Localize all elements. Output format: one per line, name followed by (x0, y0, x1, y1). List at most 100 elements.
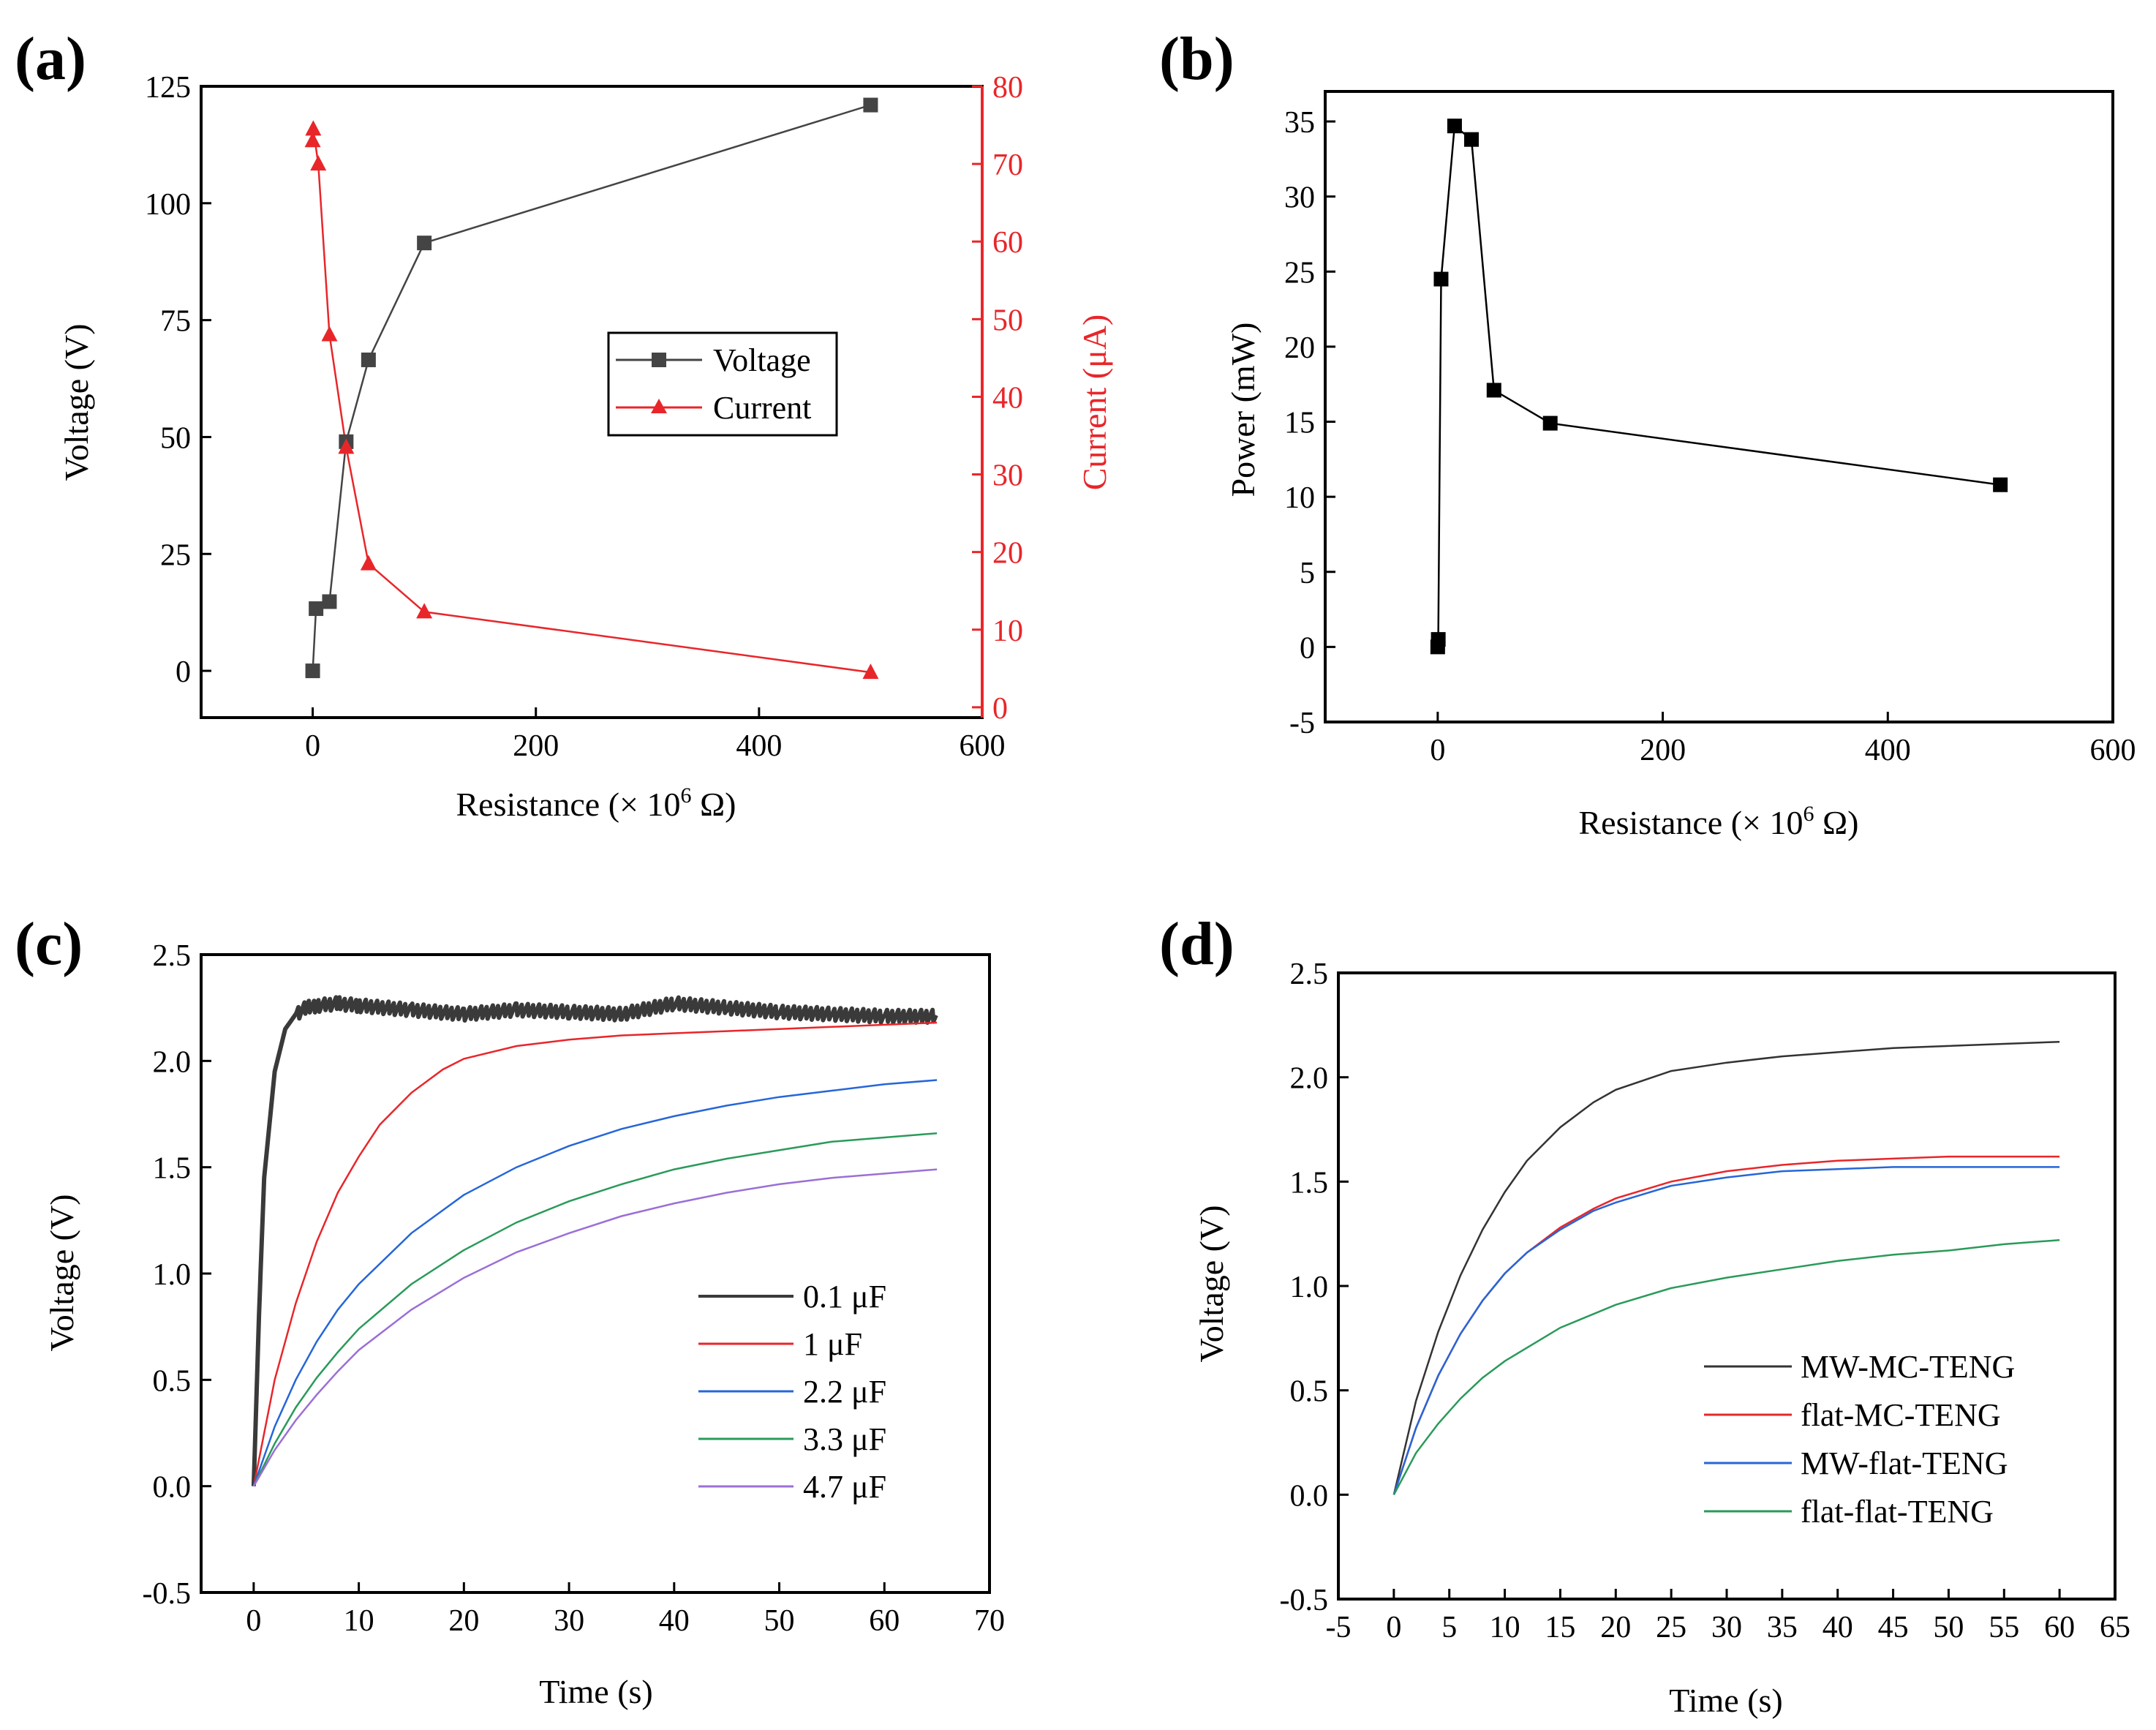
panel-c-x-axis-title: Time (s) (539, 1673, 653, 1710)
panel-a-y2-axis-title: Current (μA) (1076, 315, 1113, 491)
y2-tick-label: 30 (992, 459, 1023, 493)
y-tick-label: 2.5 (1290, 958, 1329, 991)
y-tick-label: 2.5 (153, 939, 192, 973)
y-tick-label: 0.0 (1290, 1479, 1329, 1513)
y2-tick-label: 50 (992, 304, 1023, 337)
y-tick-label: 15 (1284, 407, 1315, 440)
x-tick-label: 200 (1640, 734, 1686, 767)
x-tick-label: 50 (1933, 1611, 1964, 1644)
y-tick-label: 5 (1300, 557, 1315, 590)
x-tick-label: 25 (1656, 1611, 1686, 1644)
panel-b-series (1430, 119, 2008, 655)
power-point (1486, 383, 1501, 398)
legend-label-0.1uF: 0.1 μF (803, 1279, 886, 1315)
power-point (1464, 132, 1480, 147)
panel-c-axes: 0 10 20 30 40 50 60 70 -0.5 0.0 0.5 1.0 1.5 2.0 2.5 (143, 939, 1006, 1638)
x-tick-label: 60 (869, 1604, 900, 1638)
series-mw-flat-teng-line (1392, 1166, 2060, 1495)
y2-tick-label: 40 (992, 381, 1023, 415)
legend-label-4.7uF: 4.7 μF (803, 1469, 886, 1505)
x-tick-label: 0 (1430, 734, 1445, 767)
legend-label-voltage: Voltage (713, 342, 811, 378)
series-3-3-f-line (252, 1132, 938, 1487)
y-tick-label: 25 (160, 538, 191, 572)
y-tick-label: 1.0 (1290, 1271, 1329, 1304)
panel-c-legend: 0.1 μF 1 μF 2.2 μF 3.3 μF 4.7 μF (698, 1279, 886, 1505)
x-tick-label: 55 (1989, 1611, 2019, 1644)
x-tick-label: 30 (554, 1604, 584, 1638)
x-tick-label: 20 (1600, 1611, 1631, 1644)
panel-a-label: (a) (15, 25, 86, 93)
legend-marker-current (651, 399, 667, 413)
panel-b-y-axis-title: Power (mW) (1224, 323, 1262, 497)
panel-d-x-axis-title: Time (s) (1669, 1682, 1783, 1719)
x-tick-label: 400 (1865, 734, 1911, 767)
y2-tick-label: 80 (992, 71, 1023, 105)
voltage-point (361, 352, 376, 367)
panel-c-label: (c) (15, 910, 83, 978)
panel-c-capacitor-charging-chart: (c) 0 10 20 30 40 50 60 70 -0.5 0.0 0.5 1.0 1.5 2.0 2.… (15, 910, 1005, 1710)
y2-tick-label: 70 (992, 148, 1023, 182)
y-tick-label: 0.5 (1290, 1375, 1329, 1409)
x-tick-label: -5 (1326, 1611, 1352, 1644)
power-series-line (1436, 124, 2001, 647)
panel-a-legend-box (607, 331, 838, 437)
x-tick-label: 15 (1545, 1611, 1575, 1644)
x-tick-label: 600 (2090, 734, 2136, 767)
x-tick-label: 600 (960, 729, 1006, 763)
panel-b-label: (b) (1159, 25, 1235, 93)
voltage-point (309, 601, 324, 617)
panel-d-legend: MW-MC-TENG flat-MC-TENG MW-flat-TENG fla… (1704, 1349, 2015, 1530)
x-tick-label: 65 (2100, 1611, 2130, 1644)
power-point (1433, 271, 1449, 287)
current-point (862, 663, 879, 680)
y-tick-label: 1.5 (1290, 1166, 1329, 1200)
x-tick-label: 10 (1490, 1611, 1520, 1644)
panel-d-series (1392, 1040, 2060, 1495)
current-point (310, 155, 327, 171)
voltage-point (305, 663, 320, 679)
y-tick-label: 2.0 (1290, 1062, 1329, 1096)
x-tick-label: 0 (246, 1604, 261, 1638)
x-tick-label: 40 (1823, 1611, 1853, 1644)
legend-label-3.3uF: 3.3 μF (803, 1421, 886, 1457)
voltage-point (417, 236, 432, 251)
y-tick-label: 0 (176, 655, 191, 689)
y-tick-label: 0 (1300, 631, 1315, 665)
y-tick-label: 0.0 (153, 1471, 192, 1505)
y-tick-label: 2.0 (153, 1045, 192, 1079)
y2-tick-label: 10 (992, 614, 1023, 648)
y-tick-label: 20 (1284, 331, 1315, 365)
panel-b-axes: 0 200 400 600 -5 0 5 10 15 20 25 30 35 (1284, 106, 2136, 767)
panel-a-series (304, 97, 879, 680)
y-tick-label: 35 (1284, 106, 1315, 140)
y-tick-label: 75 (160, 305, 191, 339)
legend-label-2.2uF: 2.2 μF (803, 1374, 886, 1410)
series-mw-mc-teng-line (1392, 1040, 2060, 1495)
series-0-1-f-line (251, 995, 938, 1486)
y2-tick-label: 20 (992, 537, 1023, 571)
y-tick-label: 100 (145, 188, 191, 222)
panel-d-axes: -5 0 5 10 15 20 25 30 35 40 45 50 55 60 65 -0.5 0.0 0.5 1.… (1280, 958, 2131, 1644)
series-4-7-f-line (252, 1168, 938, 1487)
panel-d-teng-comparison-chart: (d) -5 0 5 10 15 20 25 30 35 40 45 50 55 60 65 -0.5 0.0 0… (1159, 910, 2130, 1719)
power-point (1431, 632, 1446, 647)
legend-label-flat-flat-teng: flat-flat-TENG (1801, 1494, 1994, 1530)
panel-a-voltage-current-chart: (a) 0 200 400 60002550751001250102030405060… (15, 25, 1113, 823)
legend-label-1uF: 1 μF (803, 1326, 862, 1362)
y2-tick-label: 0 (992, 692, 1008, 726)
x-tick-label: 5 (1441, 1611, 1457, 1644)
y2-tick-label: 60 (992, 226, 1023, 260)
y-tick-label: 25 (1284, 256, 1315, 290)
x-tick-label: 40 (659, 1604, 690, 1638)
current-point (304, 132, 321, 148)
y-tick-label: 1.5 (153, 1152, 192, 1186)
legend-label-mw-mc-teng: MW-MC-TENG (1801, 1349, 2015, 1385)
y-tick-label: 1.0 (153, 1258, 192, 1292)
x-tick-label: 10 (344, 1604, 374, 1638)
panel-b-x-axis-title: Resistance (× 106 Ω) (1579, 802, 1859, 841)
series-1-f-line (252, 1021, 938, 1486)
x-tick-label: 45 (1878, 1611, 1909, 1644)
x-tick-label: 200 (513, 729, 559, 763)
